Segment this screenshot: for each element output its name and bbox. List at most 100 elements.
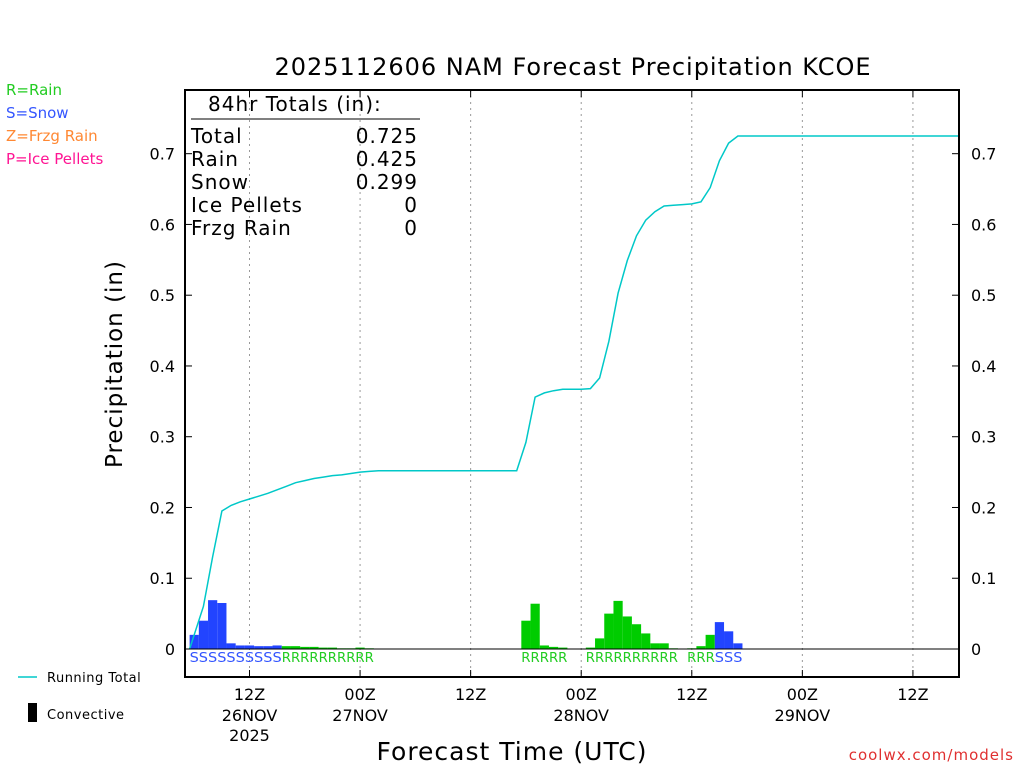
running-total-line — [188, 135, 959, 650]
y-axis-label: Precipitation (in) — [102, 260, 128, 468]
precip-bar — [208, 600, 218, 649]
x-tick-label: 00Z — [344, 685, 375, 704]
y-tick-label-right: 0.4 — [971, 357, 996, 376]
totals-label-rain: Rain — [191, 147, 239, 171]
precip-bar — [189, 634, 199, 649]
y-tick-label-right: 0.5 — [971, 286, 996, 305]
totals-label-snow: Snow — [191, 170, 249, 194]
x-tick-year: 2025 — [229, 726, 270, 745]
precip-bar — [263, 646, 273, 649]
precip-type-string: RRRRR — [521, 651, 567, 666]
precip-bar — [622, 616, 632, 649]
convective-legend-swatch — [28, 703, 37, 722]
running-total-legend-label: Running Total — [47, 671, 141, 686]
totals-value-ice-pellets: 0 — [404, 193, 418, 217]
totals-label-total: Total — [190, 124, 243, 148]
precip-bar — [244, 645, 255, 649]
precip-bar — [595, 638, 605, 649]
x-tick-date: 27NOV — [332, 706, 388, 725]
precip-bar — [585, 647, 596, 649]
y-tick-label-left: 0.4 — [150, 357, 175, 376]
precip-type-string: SSSSSSSSSS — [190, 651, 282, 666]
legend-snow: S=Snow — [6, 104, 69, 122]
y-tick-label-left: 0.5 — [150, 286, 175, 305]
precip-bar — [705, 634, 715, 649]
totals-label-frzg-rain: Frzg Rain — [191, 216, 292, 240]
y-tick-label-left: 0.7 — [150, 145, 175, 164]
y-tick-label-right: 0.1 — [971, 569, 996, 588]
precip-bar — [539, 645, 549, 649]
precip-bar — [548, 646, 559, 649]
y-tick-label-right: 0.2 — [971, 498, 996, 517]
precip-bar — [290, 646, 301, 649]
y-tick-label-left: 0.3 — [150, 428, 175, 447]
totals-header: 84hr Totals (in): — [208, 92, 382, 116]
precip-bar — [631, 624, 642, 649]
precip-bar — [530, 603, 540, 649]
x-tick-label: 12Z — [234, 685, 265, 704]
precip-type-strings: SSSSSSSSSS RRRRRRRRRR RRRRR RRRRRRRRRR RRR SS… — [190, 651, 743, 666]
precip-bar — [309, 646, 319, 649]
totals-value-snow: 0.299 — [356, 170, 418, 194]
totals-value-rain: 0.425 — [356, 147, 418, 171]
precip-bar — [696, 646, 706, 649]
totals-label-ice-pellets: Ice Pellets — [191, 193, 303, 217]
x-tick-label: 00Z — [566, 685, 597, 704]
plot-frame — [184, 89, 960, 678]
precip-bar — [724, 631, 734, 649]
precip-bar — [226, 643, 236, 649]
vertical-gridlines — [249, 90, 914, 677]
precip-type-string: RRR — [687, 651, 715, 666]
precip-bar — [650, 643, 660, 649]
y-tick-label-right: 0.3 — [971, 428, 996, 447]
precip-bar — [281, 646, 291, 649]
precip-bar — [733, 643, 743, 649]
x-axis-label: Forecast Time (UTC) — [377, 737, 648, 766]
precip-bar — [318, 647, 328, 649]
precip-bar — [613, 600, 623, 649]
precip-bar — [604, 613, 614, 649]
totals-value-frzg-rain: 0 — [404, 216, 418, 240]
y-axis-ticks: 0 00.1 0.10.2 0.20.3 0.30.4 0.40.5 0.50.6 0.60.… — [150, 145, 997, 659]
x-tick-date: 26NOV — [222, 706, 278, 725]
precip-bar — [355, 647, 365, 649]
legend-ice-pellets: P=Ice Pellets — [6, 150, 104, 168]
y-tick-label-right: 0.7 — [971, 145, 996, 164]
x-tick-date: 29NOV — [775, 706, 831, 725]
x-tick-label: 12Z — [676, 685, 707, 704]
credit-link[interactable]: coolwx.com/models — [848, 746, 1014, 764]
y-tick-label-left: 0.1 — [150, 569, 175, 588]
y-tick-label-left: 0.6 — [150, 215, 175, 234]
chart-title: 2025112606 NAM Forecast Precipitation KC… — [274, 53, 871, 81]
precip-bar — [521, 620, 531, 649]
y-tick-label-left: 0.2 — [150, 498, 175, 517]
legend-rain: R=Rain — [6, 81, 62, 99]
legend-frzg-rain: Z=Frzg Rain — [6, 127, 98, 145]
precip-bar — [300, 646, 310, 649]
y-tick-label-right: 0.6 — [971, 215, 996, 234]
precip-type-string: RRRRRRRRRR — [282, 651, 374, 666]
precip-bar — [254, 646, 264, 649]
convective-legend-label: Convective — [47, 708, 125, 723]
precip-bar — [714, 622, 725, 649]
precip-bar — [558, 647, 568, 649]
precip-bar — [217, 603, 227, 649]
precip-bar — [235, 645, 245, 649]
y-tick-label-right: 0 — [971, 640, 981, 659]
series-legend: Running Total Convective — [18, 671, 141, 723]
totals-box: 84hr Totals (in): Total 0.725 Rain 0.425… — [190, 92, 420, 240]
precip-bar — [272, 645, 282, 649]
precip-bars — [189, 600, 743, 650]
precip-bar — [641, 633, 651, 649]
precip-type-string: RRRRRRRRRR — [586, 651, 678, 666]
x-tick-date: 28NOV — [553, 706, 609, 725]
precip-bar — [659, 643, 669, 649]
x-tick-label: 12Z — [897, 685, 928, 704]
precip-bar — [327, 647, 338, 649]
precip-bar — [198, 620, 209, 649]
precip-type-string: SSS — [715, 651, 743, 666]
x-tick-label: 12Z — [455, 685, 486, 704]
x-tick-label: 00Z — [787, 685, 818, 704]
